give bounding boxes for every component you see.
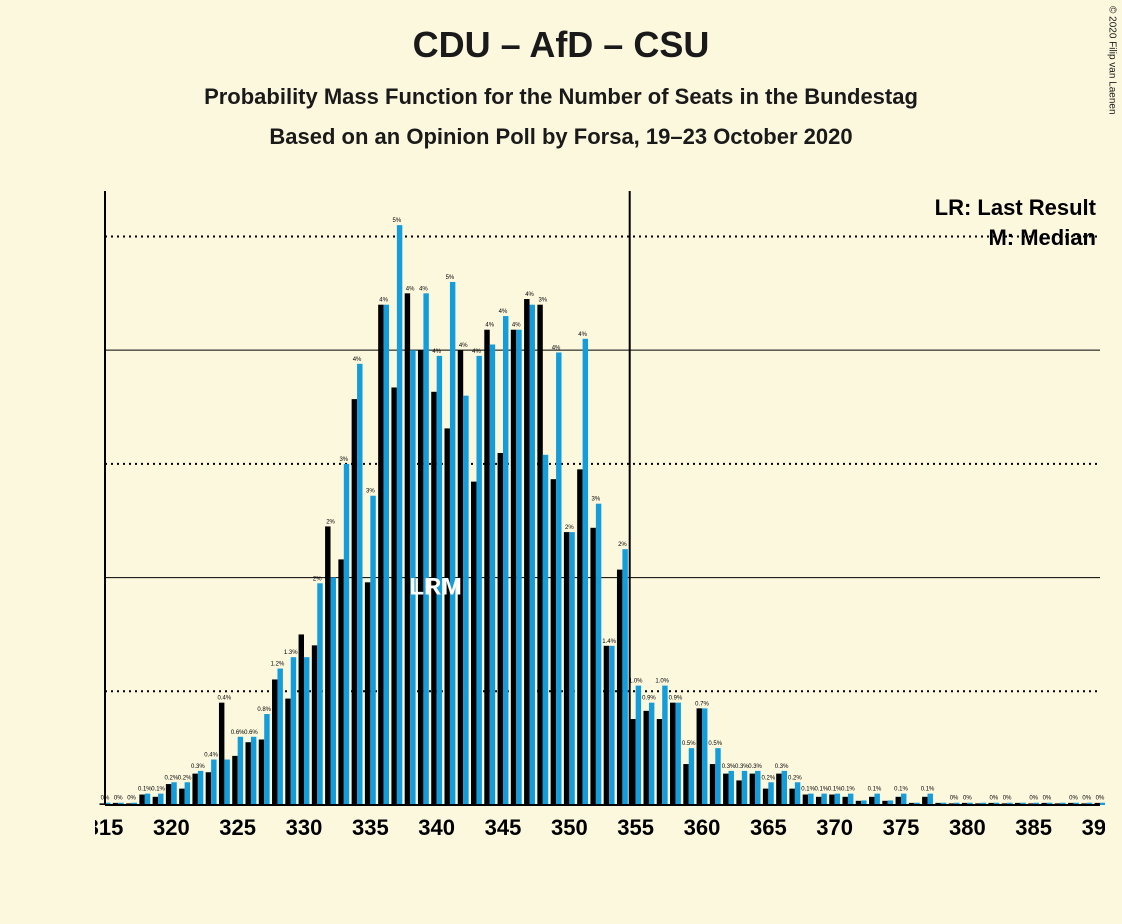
svg-text:4%: 4% xyxy=(512,323,521,329)
svg-text:0%: 0% xyxy=(114,796,123,802)
svg-text:2%: 2% xyxy=(313,576,322,582)
svg-text:4%: 4% xyxy=(379,298,388,304)
svg-text:375: 375 xyxy=(883,815,920,840)
svg-text:4%: 4% xyxy=(485,323,494,329)
svg-text:0%: 0% xyxy=(1096,796,1105,802)
svg-text:0%: 0% xyxy=(127,796,136,802)
chart-title: CDU – AfD – CSU xyxy=(0,0,1122,66)
svg-text:0%: 0% xyxy=(1069,796,1078,802)
legend-m: M: Median xyxy=(988,225,1096,250)
svg-text:0.1%: 0.1% xyxy=(841,787,855,793)
svg-text:0.1%: 0.1% xyxy=(921,787,935,793)
svg-text:0%: 0% xyxy=(950,796,959,802)
svg-text:0.1%: 0.1% xyxy=(828,787,842,793)
svg-text:2%: 2% xyxy=(618,542,627,548)
svg-text:0.1%: 0.1% xyxy=(894,787,908,793)
svg-text:315: 315 xyxy=(95,815,123,840)
svg-text:0.6%: 0.6% xyxy=(231,730,245,736)
svg-text:0.4%: 0.4% xyxy=(218,696,232,702)
grid xyxy=(105,236,1100,691)
svg-text:0%: 0% xyxy=(990,796,999,802)
svg-text:0%: 0% xyxy=(1029,796,1038,802)
svg-text:360: 360 xyxy=(684,815,721,840)
chart-svg: 0%0%0%0.1%0.1%0.2%0.2%0.3%0.4%0.4%0.6%0.… xyxy=(95,185,1105,845)
svg-text:0.6%: 0.6% xyxy=(244,730,258,736)
bars: 0%0%0%0.1%0.1%0.2%0.2%0.3%0.4%0.4%0.6%0.… xyxy=(100,218,1105,805)
svg-text:320: 320 xyxy=(153,815,190,840)
svg-text:0.1%: 0.1% xyxy=(801,787,815,793)
svg-text:0.4%: 0.4% xyxy=(204,753,218,759)
svg-text:4%: 4% xyxy=(552,345,561,351)
svg-text:M: M xyxy=(442,574,462,601)
svg-text:0.8%: 0.8% xyxy=(257,707,271,713)
svg-text:4%: 4% xyxy=(578,332,587,338)
svg-text:3%: 3% xyxy=(592,497,601,503)
svg-text:0.1%: 0.1% xyxy=(138,787,152,793)
svg-text:1.4%: 1.4% xyxy=(602,639,616,645)
svg-text:LR: LR xyxy=(409,574,441,601)
svg-text:0.2%: 0.2% xyxy=(761,775,775,781)
svg-text:0.3%: 0.3% xyxy=(775,764,789,770)
legend-lr: LR: Last Result xyxy=(935,195,1097,220)
svg-text:4%: 4% xyxy=(406,286,415,292)
svg-text:2%: 2% xyxy=(326,519,335,525)
svg-text:3%: 3% xyxy=(366,489,375,495)
svg-text:5%: 5% xyxy=(393,218,402,224)
svg-text:4%: 4% xyxy=(459,343,468,349)
svg-text:0.3%: 0.3% xyxy=(735,764,749,770)
svg-text:335: 335 xyxy=(352,815,389,840)
svg-text:0%: 0% xyxy=(1003,796,1012,802)
svg-text:4%: 4% xyxy=(472,349,481,355)
svg-text:2%: 2% xyxy=(565,525,574,531)
x-ticks: 315 320 325 330 335 340 345 350 355 360 365 370 375 3… xyxy=(95,815,1105,840)
markers: LRM xyxy=(409,574,462,601)
svg-text:0.1%: 0.1% xyxy=(868,787,882,793)
svg-text:0.2%: 0.2% xyxy=(788,775,802,781)
chart-subtitle: Probability Mass Function for the Number… xyxy=(0,84,1122,110)
svg-text:3%: 3% xyxy=(339,457,348,463)
svg-text:4%: 4% xyxy=(525,292,534,298)
copyright-label: © 2020 Filip van Laenen xyxy=(1107,6,1118,115)
svg-text:0.5%: 0.5% xyxy=(682,741,696,747)
svg-text:0.2%: 0.2% xyxy=(178,775,192,781)
svg-text:0%: 0% xyxy=(1082,796,1091,802)
svg-text:5%: 5% xyxy=(446,275,455,281)
svg-text:0.3%: 0.3% xyxy=(191,764,205,770)
svg-text:325: 325 xyxy=(219,815,256,840)
svg-text:345: 345 xyxy=(485,815,522,840)
svg-text:0%: 0% xyxy=(1043,796,1052,802)
svg-text:355: 355 xyxy=(617,815,654,840)
svg-text:0%: 0% xyxy=(963,796,972,802)
chart-subline: Based on an Opinion Poll by Forsa, 19–23… xyxy=(0,124,1122,150)
svg-text:0.3%: 0.3% xyxy=(722,764,736,770)
svg-text:0.9%: 0.9% xyxy=(669,696,683,702)
svg-text:330: 330 xyxy=(286,815,323,840)
svg-text:0.7%: 0.7% xyxy=(695,701,709,707)
svg-text:0.1%: 0.1% xyxy=(815,787,829,793)
svg-text:385: 385 xyxy=(1015,815,1052,840)
svg-text:4%: 4% xyxy=(419,286,428,292)
svg-text:0.2%: 0.2% xyxy=(164,775,178,781)
svg-text:0.5%: 0.5% xyxy=(708,741,722,747)
svg-text:350: 350 xyxy=(551,815,588,840)
svg-text:1.0%: 1.0% xyxy=(629,679,643,685)
svg-text:0.9%: 0.9% xyxy=(642,696,656,702)
svg-text:390: 390 xyxy=(1082,815,1105,840)
svg-text:0.3%: 0.3% xyxy=(748,764,762,770)
svg-text:1.2%: 1.2% xyxy=(271,662,285,668)
svg-text:0.1%: 0.1% xyxy=(151,787,165,793)
svg-text:4%: 4% xyxy=(499,309,508,315)
plot-area: 0%0%0%0.1%0.1%0.2%0.2%0.3%0.4%0.4%0.6%0.… xyxy=(95,185,1105,845)
svg-text:3%: 3% xyxy=(538,298,547,304)
svg-text:340: 340 xyxy=(418,815,455,840)
svg-text:4%: 4% xyxy=(353,357,362,363)
svg-text:1.3%: 1.3% xyxy=(284,650,298,656)
svg-text:370: 370 xyxy=(816,815,853,840)
svg-text:4%: 4% xyxy=(432,349,441,355)
svg-text:365: 365 xyxy=(750,815,787,840)
svg-text:380: 380 xyxy=(949,815,986,840)
svg-text:1.0%: 1.0% xyxy=(655,679,669,685)
